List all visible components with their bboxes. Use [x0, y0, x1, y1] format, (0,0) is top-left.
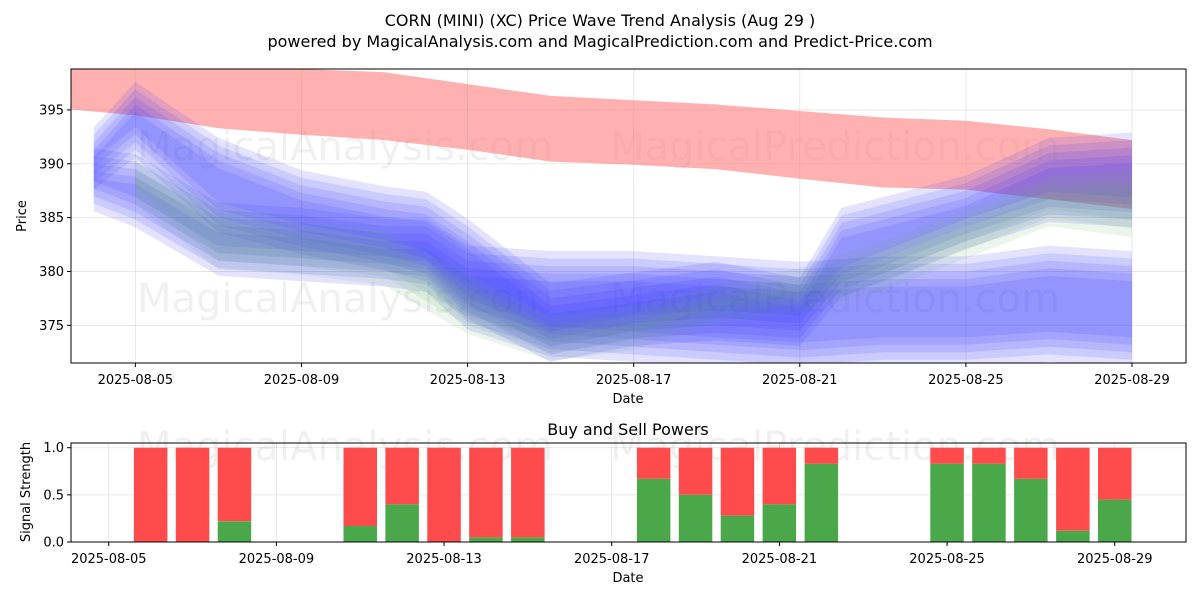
price-band-blue-low-layer: [93, 156, 1132, 351]
buy-bar: [930, 463, 964, 542]
signal-y-tick-label: 1.0: [43, 441, 64, 456]
sell-bar: [678, 447, 713, 495]
buy-bar: [1098, 499, 1132, 542]
signal-panel: Buy and Sell Powers MagicalAnalysis.com …: [19, 420, 1187, 586]
price-band-green-layer: [135, 177, 1132, 361]
price-y-tick-label: 375: [39, 319, 64, 334]
signal-y-tick-label: 0.0: [43, 536, 64, 551]
signal-x-tick-label: 2025-08-05: [71, 552, 147, 567]
price-band-blue-low-layer: [93, 178, 1132, 363]
sell-bar: [469, 447, 503, 538]
chart-subtitle: powered by MagicalAnalysis.com and Magic…: [267, 32, 932, 51]
price-x-tick-label: 2025-08-25: [928, 373, 1004, 388]
sell-bar: [636, 447, 671, 479]
watermark-analysis-2: MagicalAnalysis.com: [137, 276, 553, 322]
watermark-prediction-2: MagicalPrediction.com: [610, 276, 1060, 322]
price-x-label: Date: [612, 392, 643, 407]
price-band-blue-high-layer: [93, 81, 1132, 332]
sell-bar: [804, 447, 839, 464]
sell-bar: [217, 447, 252, 522]
price-band-blue-low-layer: [93, 163, 1132, 358]
price-bands: [71, 69, 1132, 363]
price-panel: MagicalAnalysis.com MagicalPrediction.co…: [15, 68, 1187, 407]
sell-bar: [1014, 447, 1048, 479]
buy-bar: [385, 504, 419, 542]
price-band-blue-high-layer: [93, 112, 1132, 362]
sell-bar: [511, 447, 545, 538]
signal-y-ticks: 0.0 0.5 1.0: [43, 441, 71, 551]
price-y-tick-label: 385: [39, 211, 64, 226]
sell-bar: [385, 447, 419, 505]
price-x-tick-label: 2025-08-29: [1094, 373, 1170, 388]
signal-x-tick-label: 2025-08-17: [574, 552, 650, 567]
price-y-ticks: 375 380 385 390 395: [39, 103, 71, 334]
price-band-red: [71, 69, 1132, 209]
buy-bar: [217, 521, 252, 542]
buy-bar: [678, 494, 713, 542]
price-x-tick-label: 2025-08-05: [98, 373, 174, 388]
price-y-label: Price: [15, 200, 30, 232]
sell-bar: [1098, 447, 1132, 500]
signal-x-ticks: 2025-08-05 2025-08-09 2025-08-13 2025-08-17…: [71, 542, 1153, 567]
sell-bar: [930, 447, 964, 464]
price-band-blue-high-layer: [93, 97, 1132, 347]
price-band-green-layer: [135, 160, 1132, 344]
buy-bar: [636, 478, 671, 542]
signal-title: Buy and Sell Powers: [547, 420, 709, 439]
sell-bar: [175, 447, 210, 542]
buy-bar: [804, 463, 839, 542]
price-y-tick-label: 395: [39, 103, 64, 118]
price-x-ticks: 2025-08-05 2025-08-09 2025-08-13 2025-08-17…: [98, 363, 1170, 388]
signal-x-tick-label: 2025-08-13: [406, 552, 482, 567]
buy-bar: [1056, 530, 1090, 542]
signal-x-tick-label: 2025-08-29: [1077, 552, 1153, 567]
price-x-tick-label: 2025-08-17: [596, 373, 672, 388]
buy-bar: [469, 537, 503, 542]
signal-x-tick-label: 2025-08-25: [909, 552, 985, 567]
buy-bar: [972, 463, 1006, 542]
signal-x-tick-label: 2025-08-09: [239, 552, 315, 567]
buy-bar: [343, 526, 377, 542]
signal-axes-frame: [70, 442, 1187, 543]
sell-bar: [972, 447, 1006, 464]
price-y-tick-label: 390: [39, 157, 64, 172]
sell-bar: [133, 447, 168, 542]
price-band-green-layer: [135, 169, 1132, 353]
buy-bar: [762, 504, 797, 542]
price-y-tick-label: 380: [39, 265, 64, 280]
price-x-tick-label: 2025-08-21: [762, 373, 838, 388]
sell-bar: [343, 447, 377, 526]
sell-bar: [720, 447, 755, 516]
price-band-blue-low-layer: [93, 171, 1132, 363]
price-x-tick-label: 2025-08-13: [430, 373, 506, 388]
sell-bar: [427, 447, 461, 542]
price-band-blue-high-layer: [93, 104, 1132, 355]
signal-y-tick-label: 0.5: [43, 488, 64, 503]
signal-x-label: Date: [612, 571, 643, 586]
chart-title: CORN (MINI) (XC) Price Wave Trend Analys…: [385, 11, 816, 30]
signal-y-label: Signal Strength: [19, 442, 34, 542]
buy-bar: [720, 515, 755, 542]
price-band-blue-low-layer: [93, 148, 1132, 343]
signal-bars: [133, 447, 1132, 542]
sell-bar: [1056, 447, 1090, 531]
sell-bar: [762, 447, 797, 505]
signal-x-tick-label: 2025-08-21: [742, 552, 818, 567]
price-x-tick-label: 2025-08-09: [264, 373, 340, 388]
price-band-blue-high-layer: [93, 89, 1132, 340]
buy-bar: [511, 537, 545, 542]
buy-bar: [1014, 478, 1048, 542]
price-axes-frame: [70, 68, 1187, 364]
